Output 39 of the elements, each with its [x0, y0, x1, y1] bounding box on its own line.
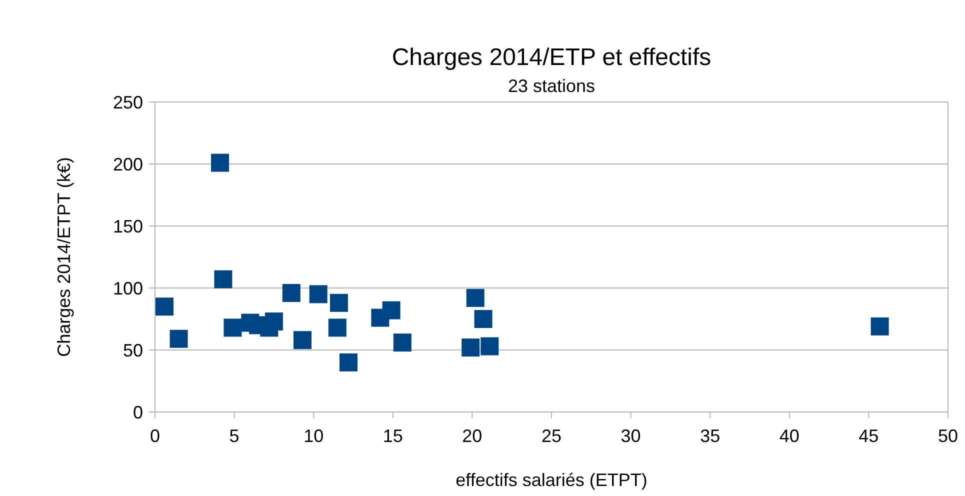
point — [294, 331, 312, 350]
point — [382, 301, 400, 320]
point — [870, 317, 889, 336]
point — [224, 318, 242, 337]
x-tick-label: 25 — [541, 426, 562, 446]
y-tick-label: 150 — [112, 216, 143, 236]
point — [328, 318, 346, 337]
x-axis-title: effectifs salariés (ETPT) — [456, 470, 648, 490]
point — [214, 270, 232, 288]
x-tick-label: 45 — [858, 426, 879, 446]
point — [339, 353, 358, 372]
y-tick-label: 0 — [132, 402, 143, 422]
point — [211, 154, 230, 172]
chart-subtitle: 23 stations — [508, 76, 596, 96]
y-tick-label: 250 — [112, 92, 143, 112]
point — [156, 298, 174, 316]
x-tick-label: 40 — [779, 426, 800, 446]
point — [480, 337, 499, 356]
x-tick-label: 35 — [700, 426, 720, 446]
x-tick-label: 20 — [462, 426, 482, 446]
point — [474, 310, 492, 328]
point — [170, 330, 188, 348]
x-tick-label: 10 — [304, 426, 324, 446]
point — [466, 288, 484, 307]
x-tick-label: 15 — [382, 426, 403, 446]
point — [393, 334, 412, 352]
y-axis-title: Charges 2014/ETPT (k€) — [54, 157, 74, 357]
point — [282, 284, 300, 302]
point — [462, 338, 480, 357]
y-tick-label: 200 — [112, 154, 143, 174]
x-tick-label: 5 — [229, 426, 240, 446]
x-tick-label: 0 — [150, 426, 160, 446]
point — [330, 294, 348, 312]
x-tick-label: 50 — [938, 426, 958, 446]
y-tick-label: 50 — [122, 340, 143, 360]
point — [309, 285, 328, 304]
y-tick-label: 100 — [112, 278, 143, 298]
x-tick-label: 30 — [620, 426, 641, 446]
chart-title: Charges 2014/ETP et effectifs — [392, 44, 712, 71]
